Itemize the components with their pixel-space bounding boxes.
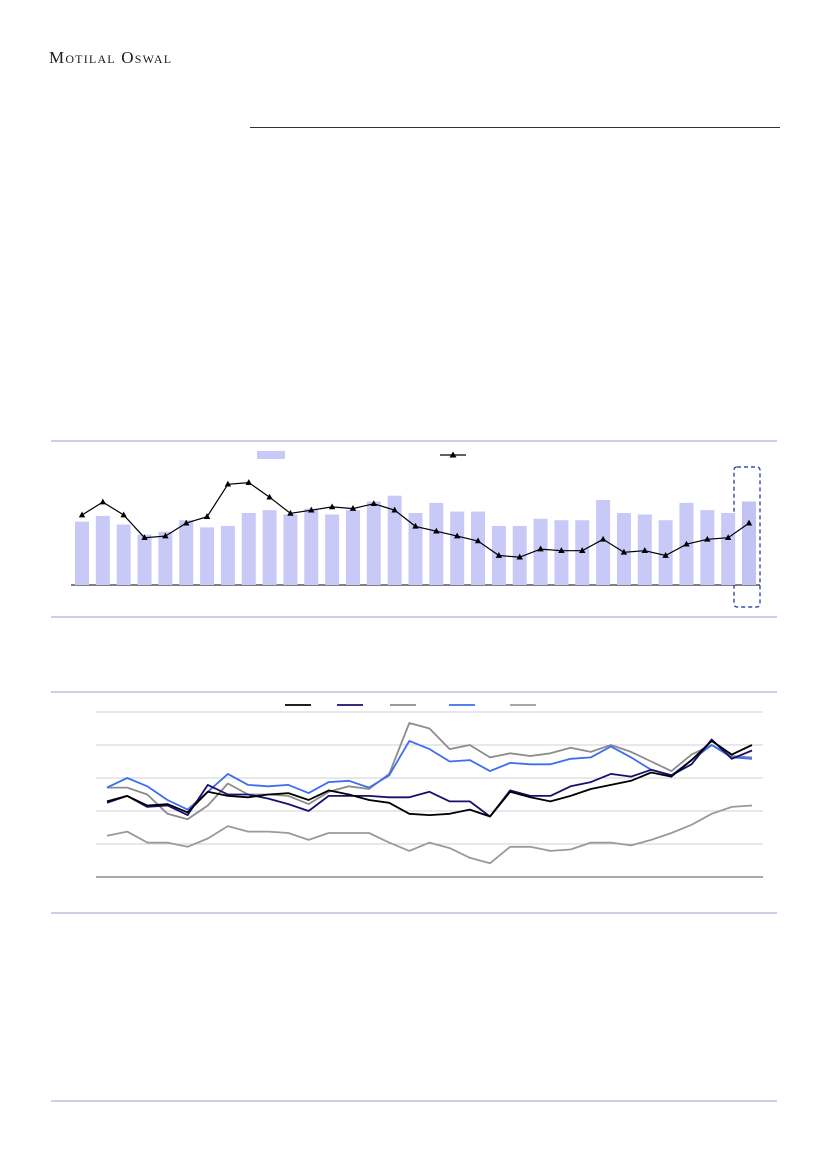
chart1-bar <box>742 501 756 585</box>
chart1-point <box>120 511 127 518</box>
chart1-point <box>474 537 482 544</box>
chart1-bar <box>220 525 235 585</box>
chart1-point <box>579 547 586 553</box>
chart2-series-line <box>107 722 753 821</box>
chart1-point <box>662 552 669 558</box>
chart1-point <box>287 509 294 516</box>
chart1-point <box>453 532 461 539</box>
chart1-bar <box>262 510 277 585</box>
chart1-bar <box>137 534 152 585</box>
legend-triangle-marker <box>449 451 457 458</box>
chart1-bar <box>429 502 444 585</box>
header-rule <box>250 127 780 128</box>
chart1-bar <box>721 513 736 585</box>
chart1-point <box>308 506 315 513</box>
chart1-bar <box>700 510 715 585</box>
chart1-bar <box>116 524 131 585</box>
chart1-bar <box>95 515 110 585</box>
chart1-bar <box>345 510 360 585</box>
chart1-bar <box>179 520 194 585</box>
chart1-point <box>495 552 503 558</box>
chart1-bar <box>366 501 381 585</box>
chart1-point <box>266 493 273 500</box>
chart1-point <box>724 534 732 541</box>
chart1-point <box>99 498 107 505</box>
chart2-series-line <box>106 738 753 818</box>
chart1-point <box>433 527 440 534</box>
chart2-series-line <box>106 804 753 865</box>
chart1-point <box>224 480 232 487</box>
chart1-point <box>183 519 190 526</box>
chart1-point <box>704 535 711 542</box>
chart1-point <box>141 534 148 541</box>
brand-logo: Motilal Oswal <box>49 48 173 67</box>
chart1-point <box>78 511 86 518</box>
chart1-bar <box>304 508 319 585</box>
chart1-bar <box>408 513 423 585</box>
chart1-point <box>558 547 565 553</box>
chart1-bar <box>450 511 465 585</box>
chart1-point <box>245 479 252 485</box>
chart1-point <box>412 522 419 529</box>
chart1-bar <box>471 511 486 585</box>
chart1-point <box>599 535 607 542</box>
chart1-bar <box>75 521 89 585</box>
chart1-point <box>516 553 523 560</box>
chart1-bar <box>387 495 402 585</box>
chart2-series-line <box>106 740 753 818</box>
chart1-bar <box>200 527 215 585</box>
chart1-bar <box>596 500 611 585</box>
chart1-point <box>203 513 211 519</box>
chart1-point <box>641 547 648 553</box>
chart1-point <box>328 503 336 510</box>
chart2-series-line <box>106 740 753 811</box>
chart1-point <box>620 548 628 555</box>
chart1-point <box>683 540 690 547</box>
chart1-bar <box>325 514 340 585</box>
chart1-point <box>162 532 169 539</box>
chart1-bar <box>241 513 256 585</box>
chart1-point <box>537 545 544 552</box>
chart1-bar <box>533 518 548 585</box>
legend-bar-swatch <box>257 451 285 459</box>
chart1-point <box>370 500 378 506</box>
chart1-bar <box>158 531 173 585</box>
chart1-point <box>745 519 753 526</box>
chart1-bar <box>283 514 298 585</box>
chart1-point <box>349 505 357 511</box>
chart1-point <box>391 506 398 513</box>
